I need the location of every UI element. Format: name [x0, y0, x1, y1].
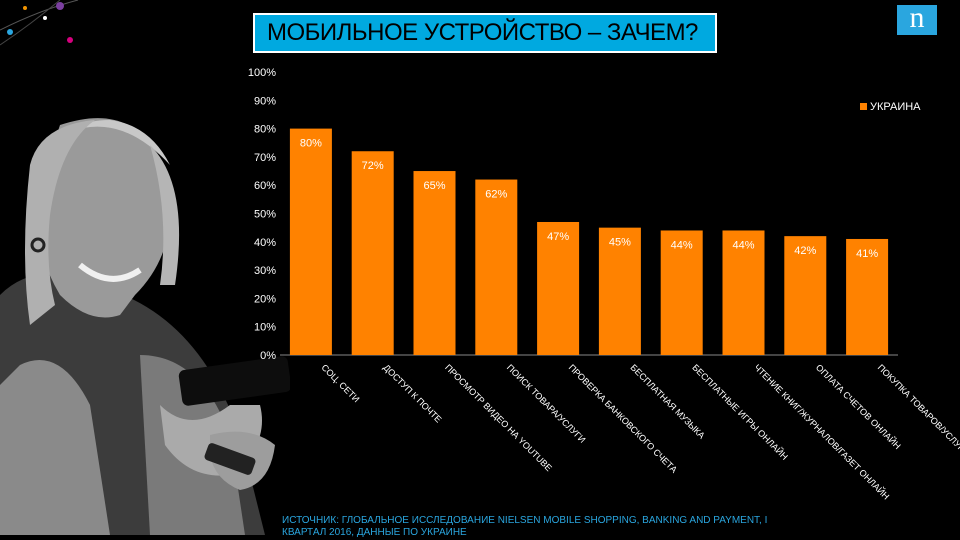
decorative-dots	[0, 0, 79, 46]
x-category-label: ПРОСМОТР ВИДЕО НА YOUTUBE	[443, 362, 554, 473]
bar-data-label: 80%	[300, 138, 322, 150]
legend-swatch	[860, 103, 867, 110]
x-category-label: ПРОВЕРКА БАНКОВСКОГО СЧЕТА	[567, 362, 679, 474]
bar	[351, 151, 394, 355]
bar	[660, 230, 703, 355]
nielsen-logo-icon: n	[897, 3, 937, 35]
y-tick-label: 30%	[254, 265, 276, 277]
y-tick-label: 10%	[254, 322, 276, 334]
y-tick-label: 50%	[254, 209, 276, 221]
y-tick-label: 80%	[254, 124, 276, 136]
source-note: ИСТОЧНИК: ГЛОБАЛЬНОЕ ИССЛЕДОВАНИЕ NIELSE…	[282, 515, 768, 538]
bar	[537, 221, 580, 355]
bar	[846, 238, 889, 355]
y-tick-label: 60%	[254, 180, 276, 192]
bar-data-label: 44%	[732, 239, 754, 251]
x-category-label: ДОСТУП К ПОЧТЕ	[381, 362, 443, 424]
bar	[289, 128, 332, 355]
y-tick-label: 90%	[254, 95, 276, 107]
bar	[413, 171, 456, 355]
bar-data-label: 42%	[794, 245, 816, 257]
x-category-label: ЧТЕНИЕ КНИГ/ЖУРНАЛОВ/ГАЗЕТ ОНЛАЙН	[752, 362, 892, 502]
y-tick-label: 100%	[248, 67, 276, 79]
bar-data-label: 41%	[856, 248, 878, 260]
bar-data-label: 45%	[609, 237, 631, 249]
y-tick-label: 20%	[254, 293, 276, 305]
legend-label: УКРАИНА	[870, 101, 921, 113]
woman-with-smartphone-photo	[0, 105, 290, 535]
bar-data-label: 47%	[547, 231, 569, 243]
bar	[784, 236, 827, 355]
bar	[598, 227, 641, 355]
bar	[475, 179, 518, 355]
bar	[722, 230, 765, 355]
y-tick-label: 40%	[254, 237, 276, 249]
bar-data-label: 44%	[671, 239, 693, 251]
bar-data-label: 62%	[485, 189, 507, 201]
x-category-label: БЕСПЛАТНЫЕ ИГРЫ ОНЛАЙН	[690, 362, 790, 462]
bar-data-label: 65%	[423, 180, 445, 192]
slide-title: МОБИЛЬНОЕ УСТРОЙСТВО – ЗАЧЕМ?	[253, 13, 717, 53]
y-tick-label: 0%	[260, 350, 276, 362]
bar-data-label: 72%	[362, 160, 384, 172]
x-category-label: СОЦ. СЕТИ	[319, 362, 361, 404]
y-tick-label: 70%	[254, 152, 276, 164]
